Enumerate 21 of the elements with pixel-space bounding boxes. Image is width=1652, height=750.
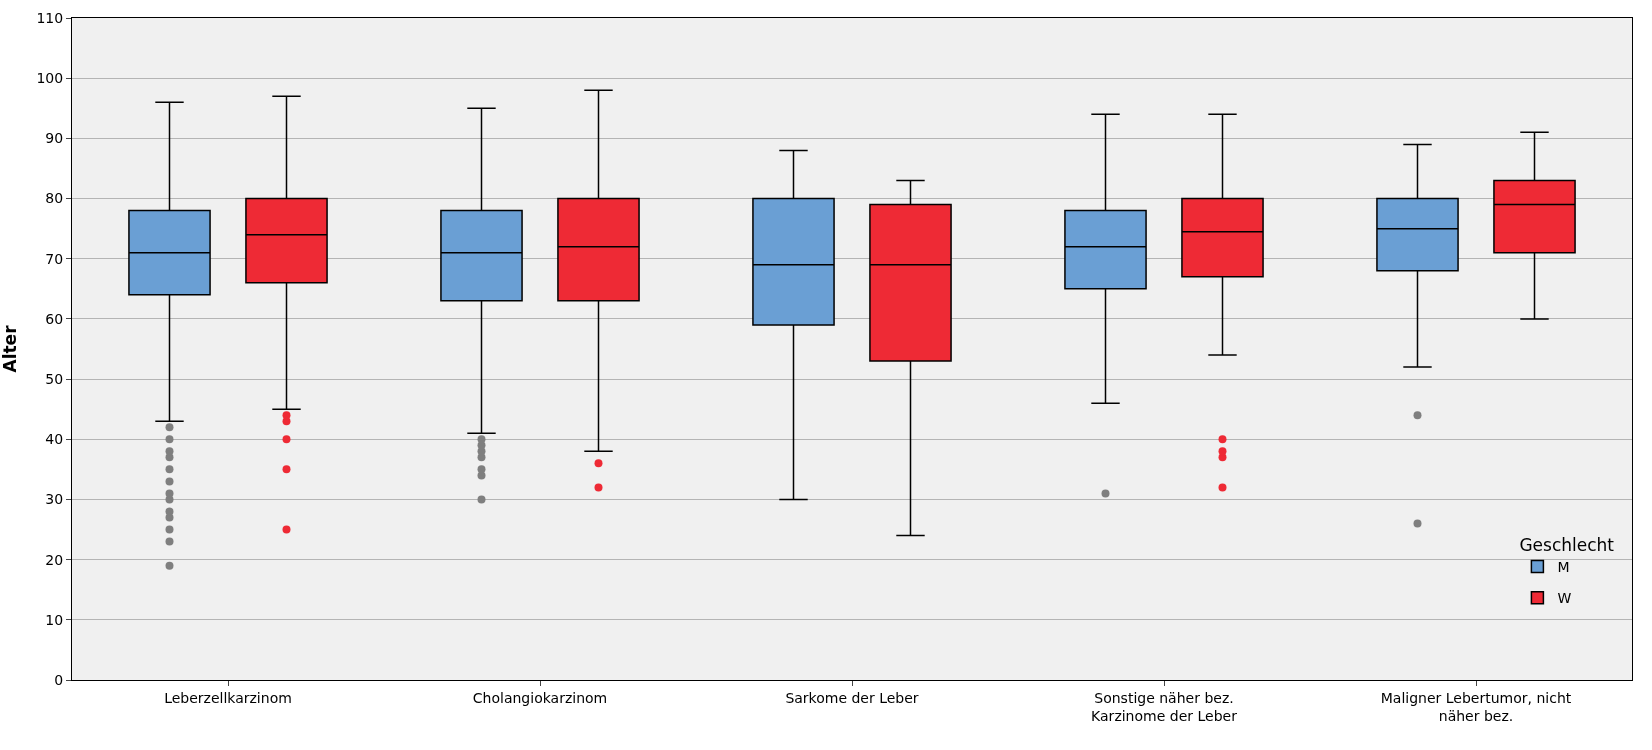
x-tick-label: Maligner Lebertumor, nicht näher bez. (1380, 689, 1572, 724)
y-tick-label: 60 (45, 310, 64, 327)
legend-title: Geschlecht (1519, 534, 1615, 555)
y-tick-label: 50 (45, 370, 64, 387)
legend-label: M (1557, 558, 1570, 575)
y-tick-label: 70 (45, 250, 64, 267)
y-tick-label: 80 (45, 190, 64, 207)
y-tick-label: 110 (36, 9, 64, 26)
y-axis-title: Alter (0, 324, 21, 373)
y-tick-label: 0 (54, 671, 64, 688)
x-tick-label: Sarkome der Leber (785, 689, 919, 706)
legend-label: W (1557, 590, 1572, 607)
x-tick-label: Leberzellkarzinom (164, 689, 292, 706)
x-tick-label: Cholangiokarzinom (472, 689, 608, 706)
y-tick-label: 10 (45, 611, 64, 628)
y-tick-label: 100 (36, 70, 64, 87)
y-tick-label: 90 (45, 130, 64, 147)
y-tick-label: 30 (45, 491, 64, 508)
y-tick-label: 40 (45, 431, 64, 448)
y-tick-label: 20 (45, 551, 64, 568)
x-tick-label: Sonstige näher bez. Karzinome der Leber (1091, 689, 1238, 724)
